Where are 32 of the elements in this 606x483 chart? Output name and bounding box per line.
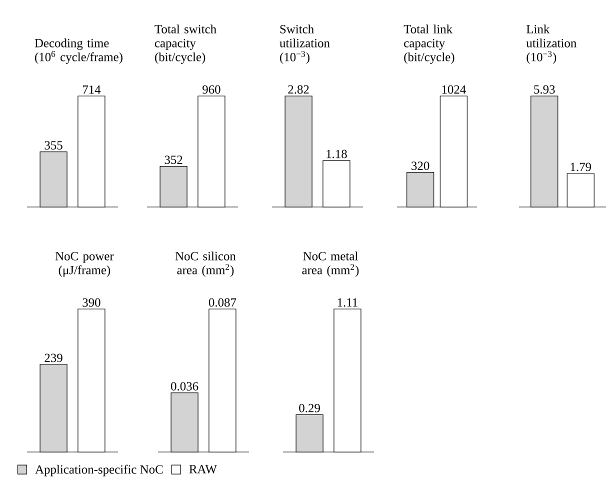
chart-subtitle: (μJ/frame) <box>58 265 110 277</box>
data-label: 355 <box>44 141 62 150</box>
chart-title: Total link capacity <box>404 24 453 50</box>
chart-title: NoC power <box>55 252 114 263</box>
chart-subtitle: (bit/cycle) <box>404 52 454 64</box>
data-label: 239 <box>44 354 62 362</box>
chart-subtitle: (10$^{−3}$) <box>280 51 310 64</box>
chart-title: NoC metal area (mm$^{2}$) <box>302 252 359 277</box>
chart-title: Decoding time <box>34 38 109 50</box>
data-label: 1024 <box>442 85 466 94</box>
data-label: 0.036 <box>171 382 198 391</box>
data-label: 352 <box>164 156 182 164</box>
chart-title: Total switch capacity <box>154 24 216 50</box>
data-label: 0.087 <box>208 298 236 307</box>
data-label: 320 <box>412 162 430 170</box>
chart-subtitle: (bit/cycle) <box>155 52 206 64</box>
data-label: 5.93 <box>534 85 555 94</box>
data-label: 714 <box>82 85 101 94</box>
chart-title: NoC silicon area (mm$^{2}$) <box>175 252 236 277</box>
data-label: 0.29 <box>299 404 320 412</box>
data-label: 1.18 <box>326 150 347 158</box>
data-label: 2.82 <box>288 85 309 94</box>
chart-title: Link utilization <box>526 24 576 48</box>
chart-subtitle: (10$^{6}$ cycle/frame) <box>35 51 122 64</box>
data-label: 960 <box>202 85 220 94</box>
legend-label: RAW <box>189 465 217 474</box>
data-label: 1.79 <box>570 162 592 172</box>
chart-title: Switch utilization <box>280 24 330 48</box>
legend-label: Application-specific NoC <box>35 464 163 476</box>
data-label: 390 <box>82 298 100 307</box>
data-label: 1.11 <box>338 298 358 307</box>
chart-subtitle: (10$^{−3}$) <box>526 51 556 64</box>
